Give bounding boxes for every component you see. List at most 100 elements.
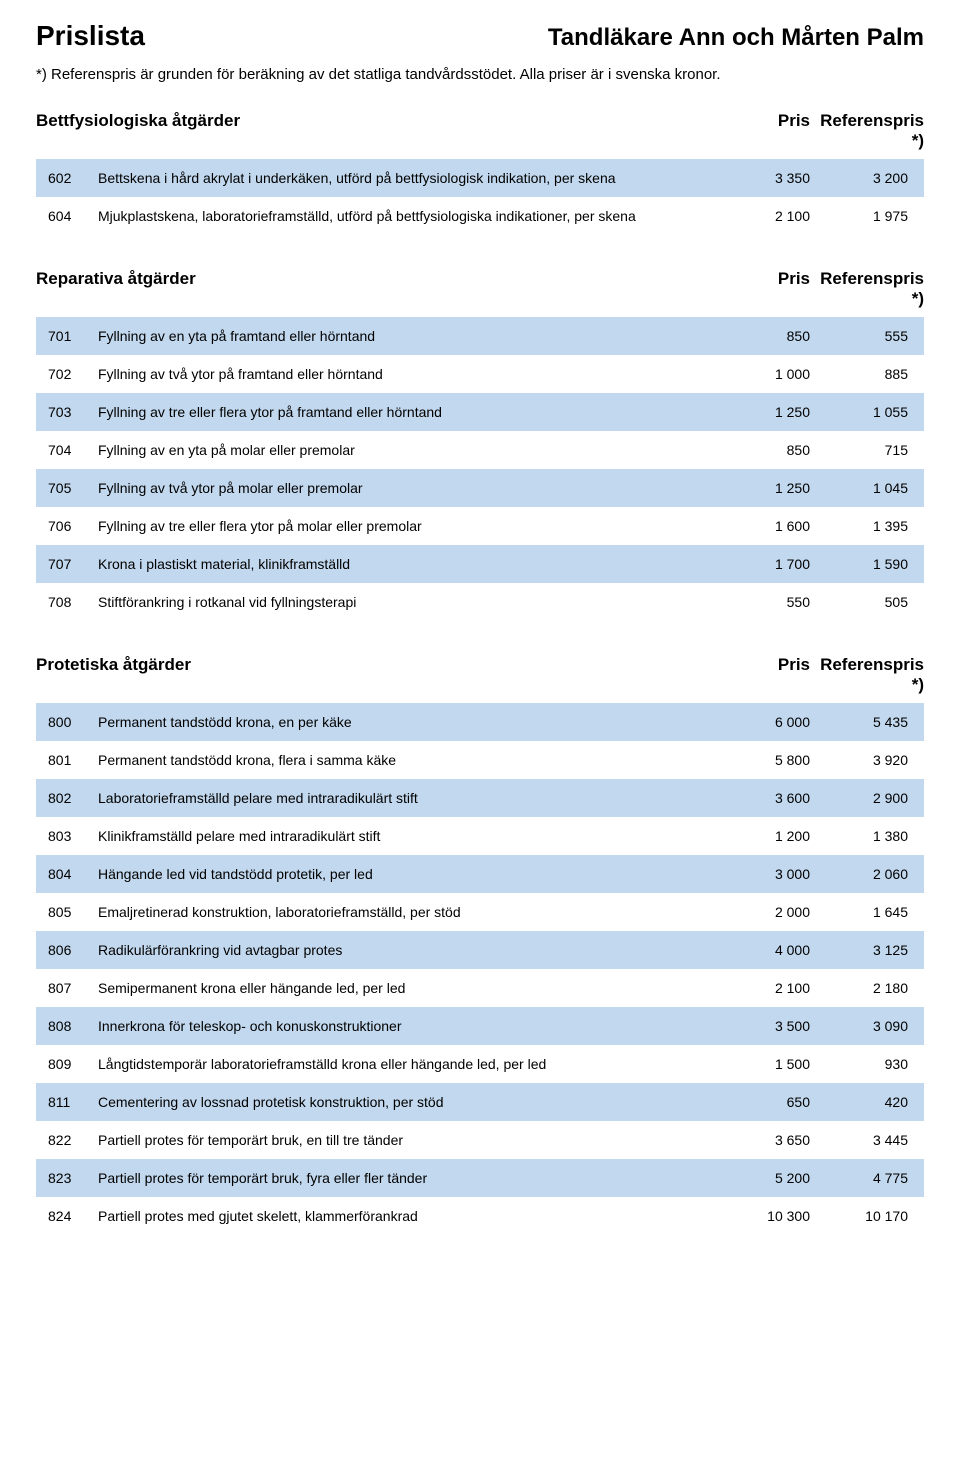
section-header: Reparativa åtgärderPrisReferenspris *) <box>36 269 924 309</box>
cell-code: 703 <box>36 404 98 420</box>
cell-price: 1 500 <box>714 1056 814 1072</box>
footnote-text: *) Referenspris är grunden för beräkning… <box>36 66 924 83</box>
cell-description: Långtidstemporär laboratorieframställd k… <box>98 1056 714 1072</box>
cell-code: 806 <box>36 942 98 958</box>
cell-description: Klinikframställd pelare med intraradikul… <box>98 828 714 844</box>
table-row: 823Partiell protes för temporärt bruk, f… <box>36 1159 924 1197</box>
cell-refprice: 1 975 <box>814 208 924 224</box>
cell-code: 707 <box>36 556 98 572</box>
column-header-price: Pris <box>714 655 814 695</box>
table-row: 705Fyllning av två ytor på molar eller p… <box>36 469 924 507</box>
table-row: 822Partiell protes för temporärt bruk, e… <box>36 1121 924 1159</box>
table-row: 803Klinikframställd pelare med intraradi… <box>36 817 924 855</box>
table-row: 800Permanent tandstödd krona, en per käk… <box>36 703 924 741</box>
cell-refprice: 3 920 <box>814 752 924 768</box>
table-row: 802Laboratorieframställd pelare med intr… <box>36 779 924 817</box>
cell-price: 850 <box>714 442 814 458</box>
cell-price: 1 200 <box>714 828 814 844</box>
table-row: 702Fyllning av två ytor på framtand elle… <box>36 355 924 393</box>
cell-description: Fyllning av två ytor på framtand eller h… <box>98 366 714 382</box>
cell-code: 804 <box>36 866 98 882</box>
table-row: 708Stiftförankring i rotkanal vid fyllni… <box>36 583 924 621</box>
cell-code: 705 <box>36 480 98 496</box>
cell-refprice: 2 900 <box>814 790 924 806</box>
cell-price: 550 <box>714 594 814 610</box>
page-title: Prislista <box>36 20 145 52</box>
table-row: 806Radikulärförankring vid avtagbar prot… <box>36 931 924 969</box>
cell-price: 3 600 <box>714 790 814 806</box>
table-row: 704Fyllning av en yta på molar eller pre… <box>36 431 924 469</box>
cell-price: 6 000 <box>714 714 814 730</box>
cell-refprice: 715 <box>814 442 924 458</box>
column-header-price: Pris <box>714 111 814 151</box>
table-row: 804Hängande led vid tandstödd protetik, … <box>36 855 924 893</box>
cell-refprice: 1 055 <box>814 404 924 420</box>
cell-refprice: 3 200 <box>814 170 924 186</box>
cell-code: 802 <box>36 790 98 806</box>
cell-refprice: 1 045 <box>814 480 924 496</box>
column-header-price: Pris <box>714 269 814 309</box>
cell-code: 801 <box>36 752 98 768</box>
cell-code: 702 <box>36 366 98 382</box>
cell-refprice: 3 090 <box>814 1018 924 1034</box>
cell-price: 3 350 <box>714 170 814 186</box>
cell-description: Permanent tandstödd krona, en per käke <box>98 714 714 730</box>
section-title: Bettfysiologiska åtgärder <box>36 111 714 151</box>
cell-description: Bettskena i hård akrylat i underkäken, u… <box>98 170 714 186</box>
cell-description: Fyllning av två ytor på molar eller prem… <box>98 480 714 496</box>
cell-refprice: 4 775 <box>814 1170 924 1186</box>
cell-price: 10 300 <box>714 1208 814 1224</box>
cell-price: 2 000 <box>714 904 814 920</box>
column-header-ref: Referenspris *) <box>814 111 924 151</box>
cell-code: 809 <box>36 1056 98 1072</box>
cell-description: Fyllning av tre eller flera ytor på fram… <box>98 404 714 420</box>
cell-refprice: 2 180 <box>814 980 924 996</box>
cell-price: 650 <box>714 1094 814 1110</box>
cell-refprice: 420 <box>814 1094 924 1110</box>
cell-description: Stiftförankring i rotkanal vid fyllnings… <box>98 594 714 610</box>
cell-price: 1 250 <box>714 480 814 496</box>
cell-description: Semipermanent krona eller hängande led, … <box>98 980 714 996</box>
cell-refprice: 2 060 <box>814 866 924 882</box>
cell-price: 1 000 <box>714 366 814 382</box>
cell-price: 1 600 <box>714 518 814 534</box>
section-header: Protetiska åtgärderPrisReferenspris *) <box>36 655 924 695</box>
cell-description: Fyllning av tre eller flera ytor på mola… <box>98 518 714 534</box>
cell-refprice: 1 395 <box>814 518 924 534</box>
cell-refprice: 885 <box>814 366 924 382</box>
cell-code: 811 <box>36 1094 98 1110</box>
cell-code: 708 <box>36 594 98 610</box>
table-row: 706Fyllning av tre eller flera ytor på m… <box>36 507 924 545</box>
table-row: 602Bettskena i hård akrylat i underkäken… <box>36 159 924 197</box>
cell-price: 3 000 <box>714 866 814 882</box>
cell-code: 808 <box>36 1018 98 1034</box>
table-row: 811Cementering av lossnad protetisk kons… <box>36 1083 924 1121</box>
cell-price: 3 650 <box>714 1132 814 1148</box>
cell-refprice: 1 380 <box>814 828 924 844</box>
price-section: Bettfysiologiska åtgärderPrisReferenspri… <box>36 111 924 235</box>
cell-price: 3 500 <box>714 1018 814 1034</box>
cell-price: 5 200 <box>714 1170 814 1186</box>
cell-price: 1 700 <box>714 556 814 572</box>
cell-description: Fyllning av en yta på molar eller premol… <box>98 442 714 458</box>
cell-refprice: 5 435 <box>814 714 924 730</box>
table-row: 701Fyllning av en yta på framtand eller … <box>36 317 924 355</box>
table-row: 805Emaljretinerad konstruktion, laborato… <box>36 893 924 931</box>
cell-refprice: 1 590 <box>814 556 924 572</box>
table-row: 808Innerkrona för teleskop- och konuskon… <box>36 1007 924 1045</box>
table-row: 707Krona i plastiskt material, klinikfra… <box>36 545 924 583</box>
section-title: Protetiska åtgärder <box>36 655 714 695</box>
cell-code: 602 <box>36 170 98 186</box>
cell-description: Mjukplastskena, laboratorieframställd, u… <box>98 208 714 224</box>
cell-price: 4 000 <box>714 942 814 958</box>
cell-code: 823 <box>36 1170 98 1186</box>
cell-refprice: 930 <box>814 1056 924 1072</box>
cell-description: Radikulärförankring vid avtagbar protes <box>98 942 714 958</box>
cell-description: Fyllning av en yta på framtand eller hör… <box>98 328 714 344</box>
price-section: Reparativa åtgärderPrisReferenspris *) 70… <box>36 269 924 621</box>
cell-code: 706 <box>36 518 98 534</box>
cell-description: Partiell protes för temporärt bruk, fyra… <box>98 1170 714 1186</box>
section-header: Bettfysiologiska åtgärderPrisReferenspri… <box>36 111 924 151</box>
cell-refprice: 505 <box>814 594 924 610</box>
table-row: 703Fyllning av tre eller flera ytor på f… <box>36 393 924 431</box>
